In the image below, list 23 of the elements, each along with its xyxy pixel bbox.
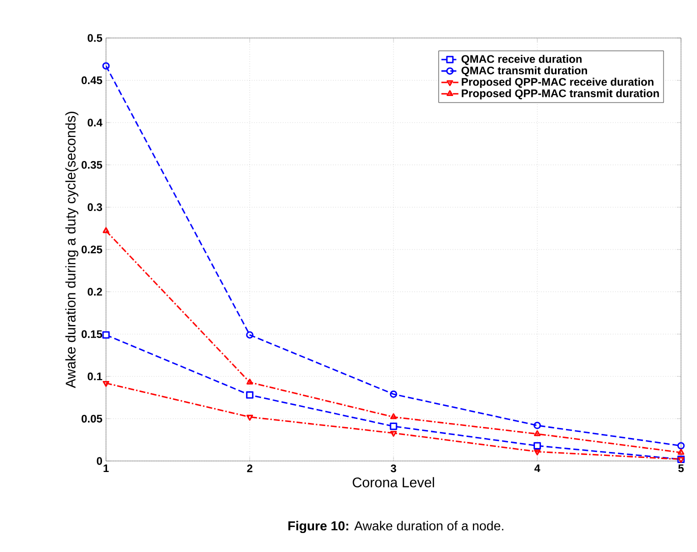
x-tick-label: 2 bbox=[247, 464, 252, 472]
y-tick-label: 0.25 bbox=[82, 246, 102, 254]
legend-label: Proposed QPP-MAC transmit duration bbox=[462, 89, 659, 100]
y-tick-label: 0.5 bbox=[88, 34, 102, 42]
x-axis-title: Corona Level bbox=[352, 477, 434, 488]
x-tick-label: 1 bbox=[104, 464, 109, 472]
y-tick-label: 0.15 bbox=[82, 330, 102, 338]
text: Figure 10: Awake duration of a node. bbox=[288, 520, 504, 534]
y-tick-label: 0.45 bbox=[82, 76, 102, 84]
y-axis-title: Awake duration during a duty cycle(seconds) bbox=[65, 112, 78, 388]
x-tick-label: 4 bbox=[534, 464, 540, 472]
y-tick-label: 0 bbox=[96, 457, 102, 465]
y-tick-label: 0.05 bbox=[82, 414, 102, 423]
x-tick-label: 5 bbox=[678, 464, 684, 472]
x-tick-label: 3 bbox=[390, 464, 396, 472]
y-tick-label: 0.1 bbox=[88, 372, 102, 380]
legend-label: QMAC receive duration bbox=[462, 54, 582, 65]
y-tick-label: 0.4 bbox=[88, 118, 102, 126]
y-tick-label: 0.2 bbox=[88, 288, 102, 296]
legend-label: QMAC transmit duration bbox=[462, 66, 588, 76]
legend-label: Proposed QPP-MAC receive duration bbox=[462, 78, 654, 88]
y-tick-label: 0.3 bbox=[88, 203, 102, 212]
y-tick-label: 0.35 bbox=[82, 161, 102, 169]
